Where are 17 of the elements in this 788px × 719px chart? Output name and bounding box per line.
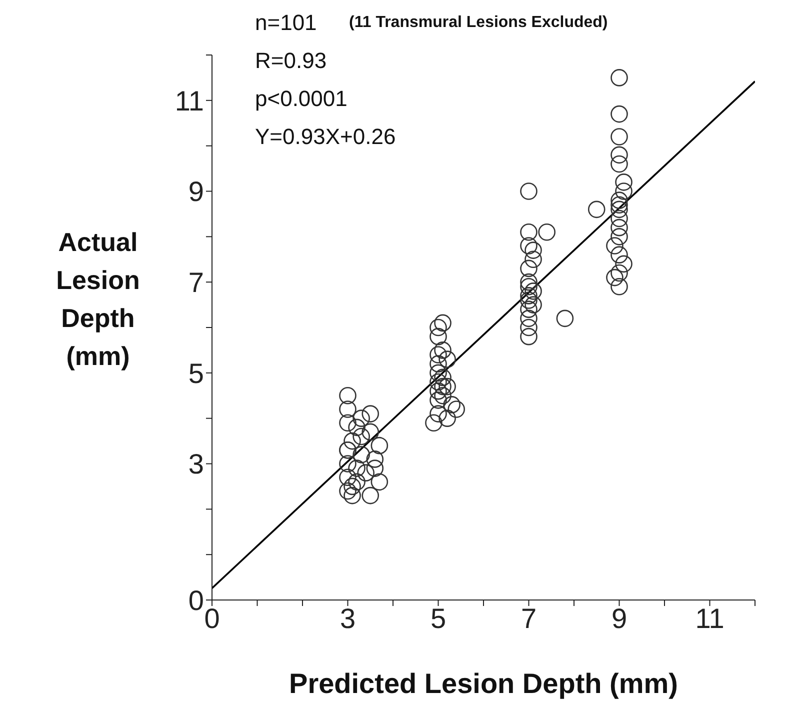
x-tick-label: 7 bbox=[520, 602, 537, 634]
annotation: R=0.93 bbox=[255, 48, 327, 74]
x-axis-title: Predicted Lesion Depth (mm) bbox=[288, 668, 679, 700]
x-tick-label: 3 bbox=[340, 602, 356, 634]
x-tick-label: 5 bbox=[430, 602, 446, 634]
y-axis-title: Actual Lesion Depth (mm) bbox=[55, 226, 141, 373]
y-tick-label: 7 bbox=[188, 267, 204, 298]
text: (11 Transmural Lesions Excluded) bbox=[349, 14, 608, 32]
annotation: Y=0.93X+0.26 bbox=[255, 124, 396, 150]
y-tick-label: 5 bbox=[188, 358, 204, 389]
y-tick-label: 3 bbox=[188, 448, 204, 480]
x-tick-label: 9 bbox=[611, 602, 628, 634]
y-tick-label: 9 bbox=[188, 176, 204, 208]
text: n=101 bbox=[255, 10, 317, 36]
x-tick-label: 11 bbox=[695, 602, 724, 634]
y-tick-label: 11 bbox=[174, 85, 204, 116]
annotation: p<0.0001 bbox=[255, 86, 348, 112]
